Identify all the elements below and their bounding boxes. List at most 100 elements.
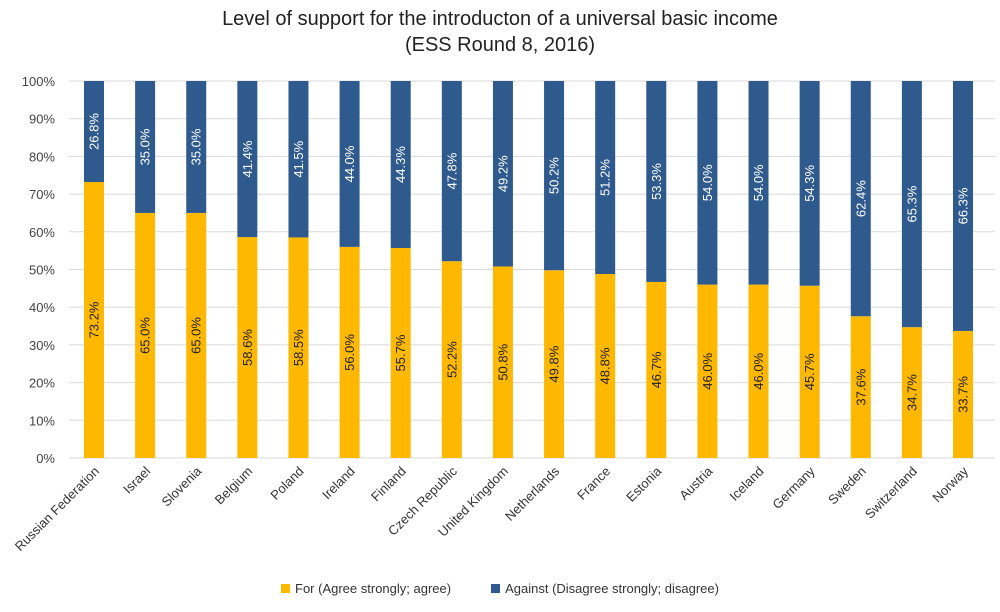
data-label: 65.0%: [189, 317, 204, 354]
data-label: 51.2%: [598, 159, 613, 196]
data-label: 33.7%: [956, 376, 971, 413]
data-label: 58.6%: [240, 329, 255, 366]
y-tick-label: 0%: [36, 451, 55, 466]
data-label: 65.3%: [904, 185, 919, 222]
bar-segment-against: [441, 81, 462, 262]
y-tick-label: 30%: [29, 338, 55, 353]
data-label: 73.2%: [87, 301, 102, 338]
bar-segment-against: [595, 81, 616, 275]
bar-segment-for: [697, 284, 718, 458]
x-tick-label: Netherlands: [502, 463, 563, 524]
data-label: 41.5%: [291, 140, 306, 177]
x-tick-label: Iceland: [726, 464, 766, 504]
data-label: 53.3%: [649, 163, 664, 200]
x-tick-label: Finland: [368, 464, 409, 505]
bar-segment-for: [953, 330, 973, 458]
data-label: 66.3%: [956, 187, 971, 224]
x-tick-label: Germany: [769, 463, 818, 512]
data-label: 52.2%: [444, 341, 459, 378]
bar-segment-for: [237, 237, 258, 458]
data-label: 26.8%: [87, 113, 102, 150]
bar-segment-for: [850, 316, 871, 458]
y-tick-label: 100%: [22, 74, 56, 89]
data-label: 56.0%: [342, 334, 357, 371]
y-tick-label: 60%: [29, 225, 55, 240]
x-tick-label: Sweden: [825, 464, 869, 508]
x-tick-label: Austria: [676, 463, 716, 503]
x-tick-label: Belgium: [212, 464, 256, 508]
y-tick-label: 90%: [29, 112, 55, 127]
bar-segment-against: [697, 81, 718, 285]
data-label: 46.0%: [700, 352, 715, 389]
bar-segment-for: [799, 285, 820, 458]
bar-segment-for: [595, 274, 616, 458]
bar-segment-for: [492, 266, 513, 458]
bar-segment-against: [850, 81, 871, 317]
bar-segment-against: [901, 81, 922, 328]
y-tick-label: 70%: [29, 187, 55, 202]
bar-segment-against: [288, 81, 309, 238]
bar-segment-for: [186, 212, 207, 458]
data-label: 50.2%: [547, 157, 562, 194]
data-label: 55.7%: [393, 334, 408, 371]
x-tick-label: France: [574, 464, 613, 503]
data-label: 49.2%: [495, 155, 510, 192]
bar-segment-against: [748, 81, 769, 285]
data-label: 44.3%: [393, 146, 408, 183]
legend-swatch-for: [281, 584, 291, 593]
bar-segment-against: [237, 81, 258, 238]
chart-subtitle: (ESS Round 8, 2016): [404, 34, 596, 56]
y-tick-label: 40%: [29, 300, 55, 315]
data-label: 50.8%: [495, 343, 510, 380]
x-tick-label: Estonia: [623, 463, 665, 505]
legend-label-against: Against (Disagree strongly; disagree): [505, 581, 719, 596]
bar-segment-against: [799, 81, 820, 286]
bar-segment-against: [186, 81, 207, 213]
data-label: 54.0%: [751, 164, 766, 201]
bar-segment-against: [84, 81, 104, 183]
y-tick-label: 50%: [29, 263, 55, 278]
bar-segment-for: [646, 281, 667, 458]
legend-swatch-against: [491, 584, 501, 593]
y-tick-label: 10%: [29, 413, 55, 428]
data-label: 37.6%: [853, 368, 868, 405]
legend: For (Agree strongly; agree) Against (Dis…: [0, 581, 1000, 596]
bar-segment-for: [390, 248, 411, 458]
x-tick-label: Norway: [929, 463, 971, 505]
bar-segment-for: [288, 237, 309, 458]
bar-segment-for: [339, 246, 360, 458]
data-label: 48.8%: [598, 347, 613, 384]
data-label: 44.0%: [342, 145, 357, 182]
x-tick-label: Russian Federation: [12, 464, 102, 554]
x-tick-label: Israel: [120, 463, 153, 496]
bar-segment-against: [339, 81, 360, 247]
y-tick-label: 80%: [29, 149, 55, 164]
data-label: 62.4%: [853, 180, 868, 217]
y-tick-label: 20%: [29, 376, 55, 391]
data-label: 54.3%: [802, 164, 817, 201]
bar-segment-for: [544, 270, 565, 458]
bar-segment-against: [492, 81, 513, 267]
legend-item-for: For (Agree strongly; agree): [281, 581, 451, 596]
chart-title: Level of support for the introducton of …: [222, 8, 778, 30]
bar-segment-against: [646, 81, 667, 282]
data-label: 35.0%: [138, 128, 153, 165]
bar-segment-against: [135, 81, 156, 213]
legend-label-for: For (Agree strongly; agree): [295, 581, 452, 596]
data-label: 49.8%: [547, 345, 562, 382]
x-tick-label: Ireland: [319, 464, 358, 503]
data-label: 35.0%: [189, 128, 204, 165]
data-label: 54.0%: [700, 164, 715, 201]
bar-segment-against: [544, 81, 565, 271]
data-label: 65.0%: [138, 317, 153, 354]
data-label: 46.0%: [751, 352, 766, 389]
bar-segment-for: [748, 284, 769, 458]
data-label: 58.5%: [291, 329, 306, 366]
bar-segment-for: [441, 261, 462, 458]
bar-segment-for: [135, 212, 156, 458]
x-tick-label: Slovenia: [158, 463, 204, 509]
x-tick-label: Switzerland: [862, 464, 920, 522]
data-label: 47.8%: [444, 152, 459, 189]
x-tick-label: Poland: [267, 464, 306, 503]
